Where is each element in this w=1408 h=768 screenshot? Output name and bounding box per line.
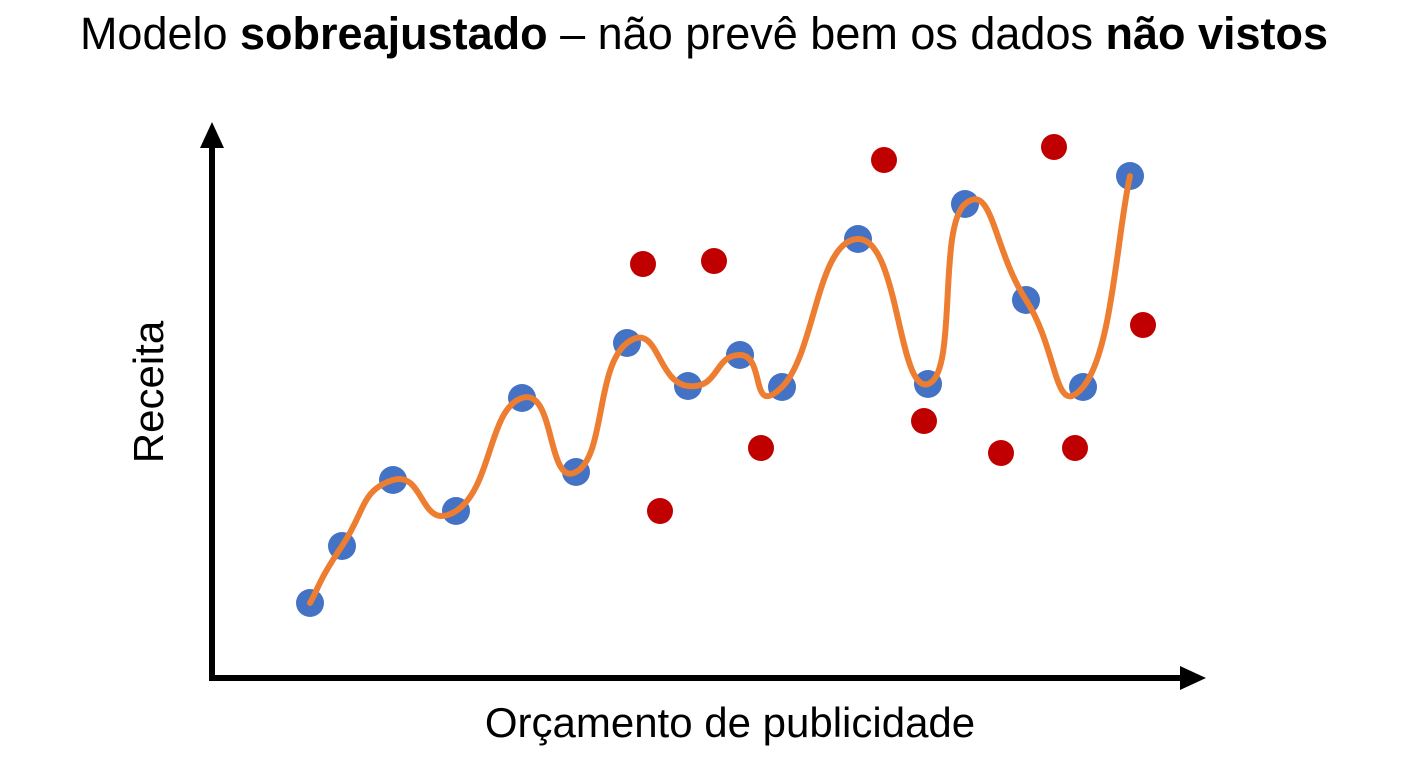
unseen-point [647, 498, 673, 524]
title: Modelo sobreajustado – não prevê bem os … [0, 8, 1408, 60]
unseen-point [748, 435, 774, 461]
overfit-curve [307, 173, 1133, 606]
unseen-point [1062, 435, 1088, 461]
y-arrow [200, 122, 224, 148]
title-part-bold: não vistos [1105, 8, 1329, 59]
title-part: – não prevê bem os dados [547, 8, 1106, 59]
training-points [296, 162, 1144, 617]
unseen-point [1130, 312, 1156, 338]
x-axis-label: Orçamento de publicidade [485, 699, 975, 746]
title-part-bold: sobreajustado [240, 8, 548, 59]
unseen-point [911, 408, 937, 434]
unseen-points [630, 134, 1156, 524]
unseen-point [988, 440, 1014, 466]
y-axis-label: Receita [125, 320, 172, 463]
unseen-point [701, 248, 727, 274]
unseen-point [1041, 134, 1067, 160]
unseen-point [630, 251, 656, 277]
unseen-point [871, 147, 897, 173]
x-arrow [1180, 666, 1206, 690]
title-part: Modelo [79, 8, 241, 59]
